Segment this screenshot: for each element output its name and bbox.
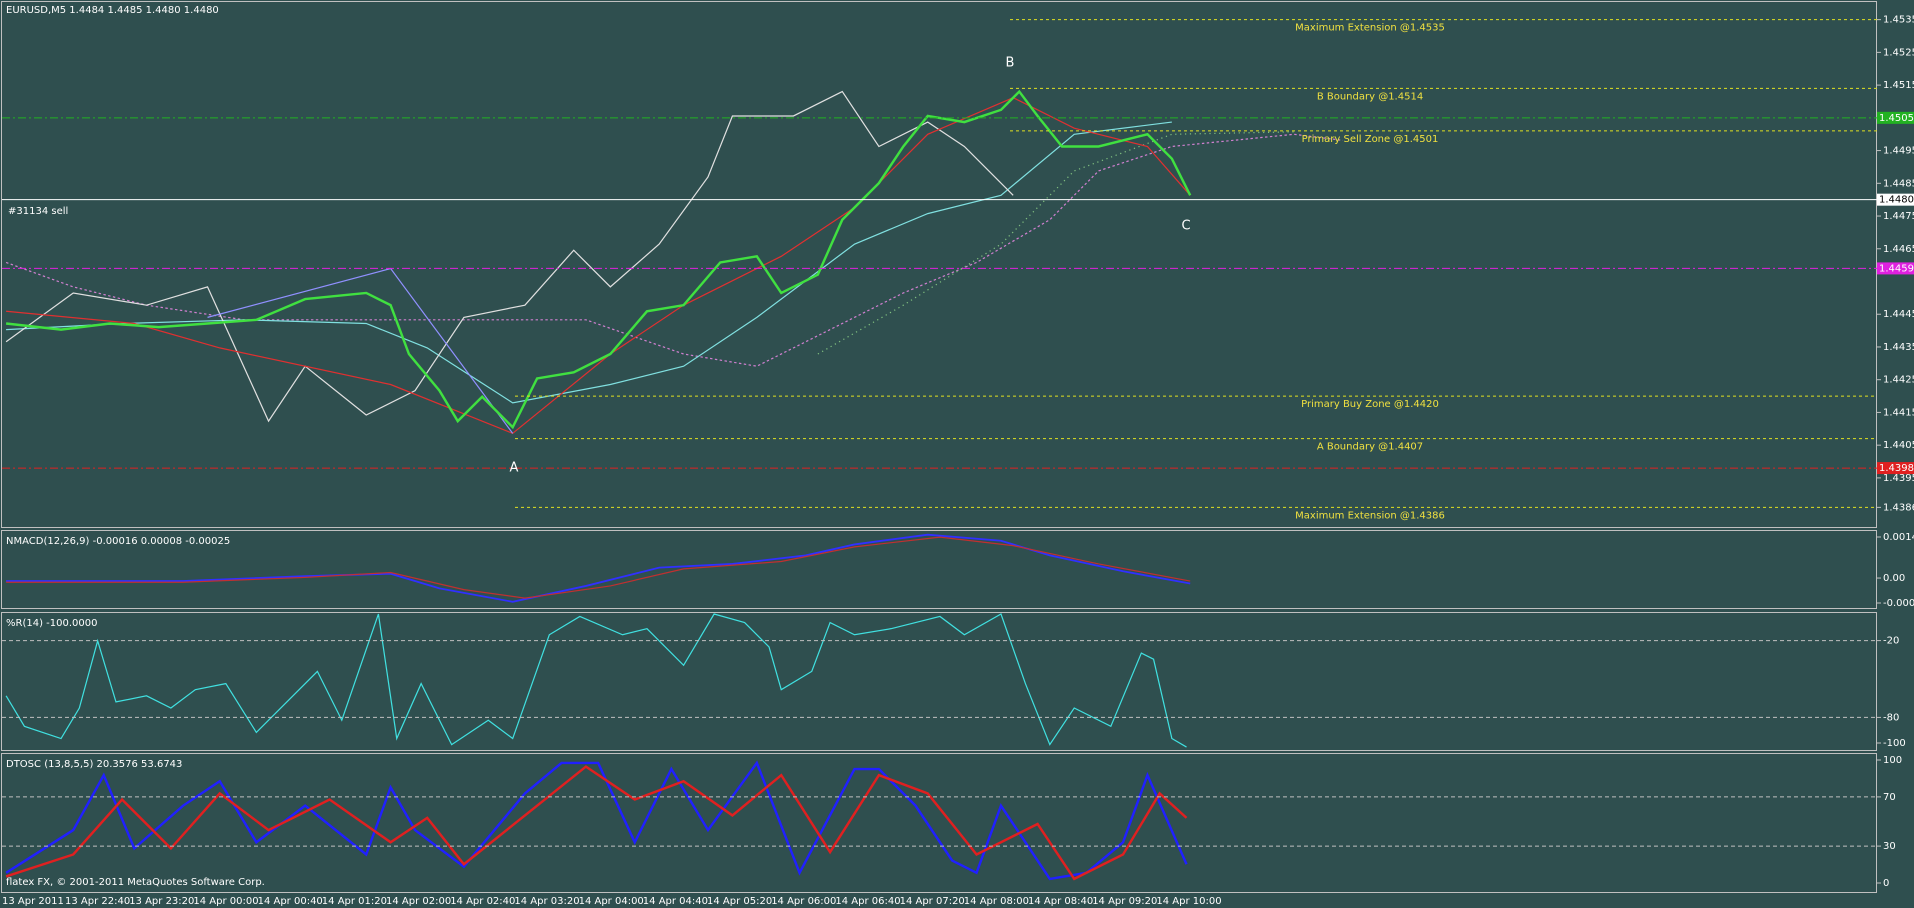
level-label: Primary Sell Zone @1.4501 — [1302, 134, 1439, 145]
price-tick-label: 1.4495 — [1883, 146, 1914, 157]
price-marker-label: 1.4398 — [1879, 463, 1914, 474]
price-marker — [1877, 111, 1914, 124]
time-tick-label: 14 Apr 04:00 — [579, 896, 644, 907]
price-marker-label: 1.4505 — [1879, 113, 1914, 124]
time-tick-label: 14 Apr 06:40 — [835, 896, 900, 907]
panel-tick-label: 0.00148 — [1883, 532, 1914, 543]
time-tick-label: 14 Apr 08:00 — [964, 896, 1029, 907]
time-tick-label: 14 Apr 01:20 — [322, 896, 387, 907]
time-tick-label: 14 Apr 04:40 — [643, 896, 708, 907]
time-tick-label: 14 Apr 00:00 — [193, 896, 258, 907]
time-tick-label: 14 Apr 06:00 — [771, 896, 836, 907]
time-tick-label: 14 Apr 05:20 — [707, 896, 772, 907]
panel-title: NMACD(12,26,9) -0.00016 0.00008 -0.00025 — [6, 536, 230, 547]
price-marker-label: 1.4480 — [1879, 195, 1914, 206]
price-tick-label: 1.4485 — [1883, 178, 1914, 189]
price-tick-label: 1.4515 — [1883, 80, 1914, 91]
price-tick-label: 1.4445 — [1883, 309, 1914, 320]
symbol-label: EURUSD,M5 1.4484 1.4485 1.4480 1.4480 — [6, 5, 219, 16]
panel-tick-label: 100 — [1883, 755, 1902, 766]
panel-tick-label: -0.0009 — [1883, 598, 1914, 609]
wave-label: B — [1006, 56, 1015, 71]
order-label: #31134 sell — [8, 206, 68, 217]
price-marker — [1877, 462, 1914, 475]
wave-label: C — [1181, 219, 1190, 234]
price-tick-label: 1.4535 — [1883, 15, 1914, 26]
panel-tick-label: 0.00 — [1883, 573, 1905, 584]
price-tick-label: 1.4475 — [1883, 211, 1914, 222]
price-tick-label: 1.4435 — [1883, 342, 1914, 353]
price-marker-label: 1.4459 — [1879, 263, 1914, 274]
time-tick-label: 14 Apr 09:20 — [1092, 896, 1157, 907]
panel-tick-label: -20 — [1883, 636, 1899, 647]
time-tick-label: 14 Apr 07:20 — [900, 896, 965, 907]
panel-tick-label: 30 — [1883, 841, 1896, 852]
time-tick-label: 14 Apr 10:00 — [1156, 896, 1221, 907]
price-marker — [1877, 193, 1914, 206]
price-tick-label: 1.4465 — [1883, 244, 1914, 255]
price-marker — [1877, 262, 1914, 275]
panel-title: DTOSC (13,8,5,5) 20.3576 53.6743 — [6, 759, 182, 770]
price-tick-label: 1.4386 — [1883, 502, 1914, 513]
time-tick-label: 13 Apr 2011 — [2, 896, 64, 907]
price-tick-label: 1.4395 — [1883, 473, 1914, 484]
panel-title: %R(14) -100.0000 — [6, 618, 97, 629]
level-label: Maximum Extension @1.4535 — [1295, 23, 1445, 34]
panel-tick-label: -80 — [1883, 712, 1899, 723]
price-tick-label: 1.4415 — [1883, 407, 1914, 418]
level-label: A Boundary @1.4407 — [1317, 442, 1423, 453]
time-tick-label: 14 Apr 02:00 — [386, 896, 451, 907]
footer-label: flatex FX, © 2001-2011 MetaQuotes Softwa… — [6, 877, 265, 888]
panel-tick-label: 0 — [1883, 878, 1889, 889]
wave-label: A — [510, 461, 519, 476]
panel-tick-label: 70 — [1883, 792, 1896, 803]
time-tick-label: 14 Apr 00:40 — [258, 896, 323, 907]
level-label: Primary Buy Zone @1.4420 — [1301, 399, 1439, 410]
level-label: Maximum Extension @1.4386 — [1295, 510, 1445, 521]
time-tick-label: 14 Apr 03:20 — [514, 896, 579, 907]
decor — [5, 89, 1343, 881]
price-tick-label: 1.4525 — [1883, 47, 1914, 58]
price-tick-label: 1.4405 — [1883, 440, 1914, 451]
level-label: B Boundary @1.4514 — [1317, 91, 1423, 102]
time-tick-label: 13 Apr 22:40 — [65, 896, 130, 907]
panel-tick-label: -100 — [1883, 738, 1906, 749]
time-tick-label: 14 Apr 02:40 — [450, 896, 515, 907]
price-tick-label: 1.4425 — [1883, 375, 1914, 386]
panel-borders — [1, 1, 1877, 893]
time-tick-label: 13 Apr 23:20 — [129, 896, 194, 907]
time-tick-label: 14 Apr 08:40 — [1028, 896, 1093, 907]
